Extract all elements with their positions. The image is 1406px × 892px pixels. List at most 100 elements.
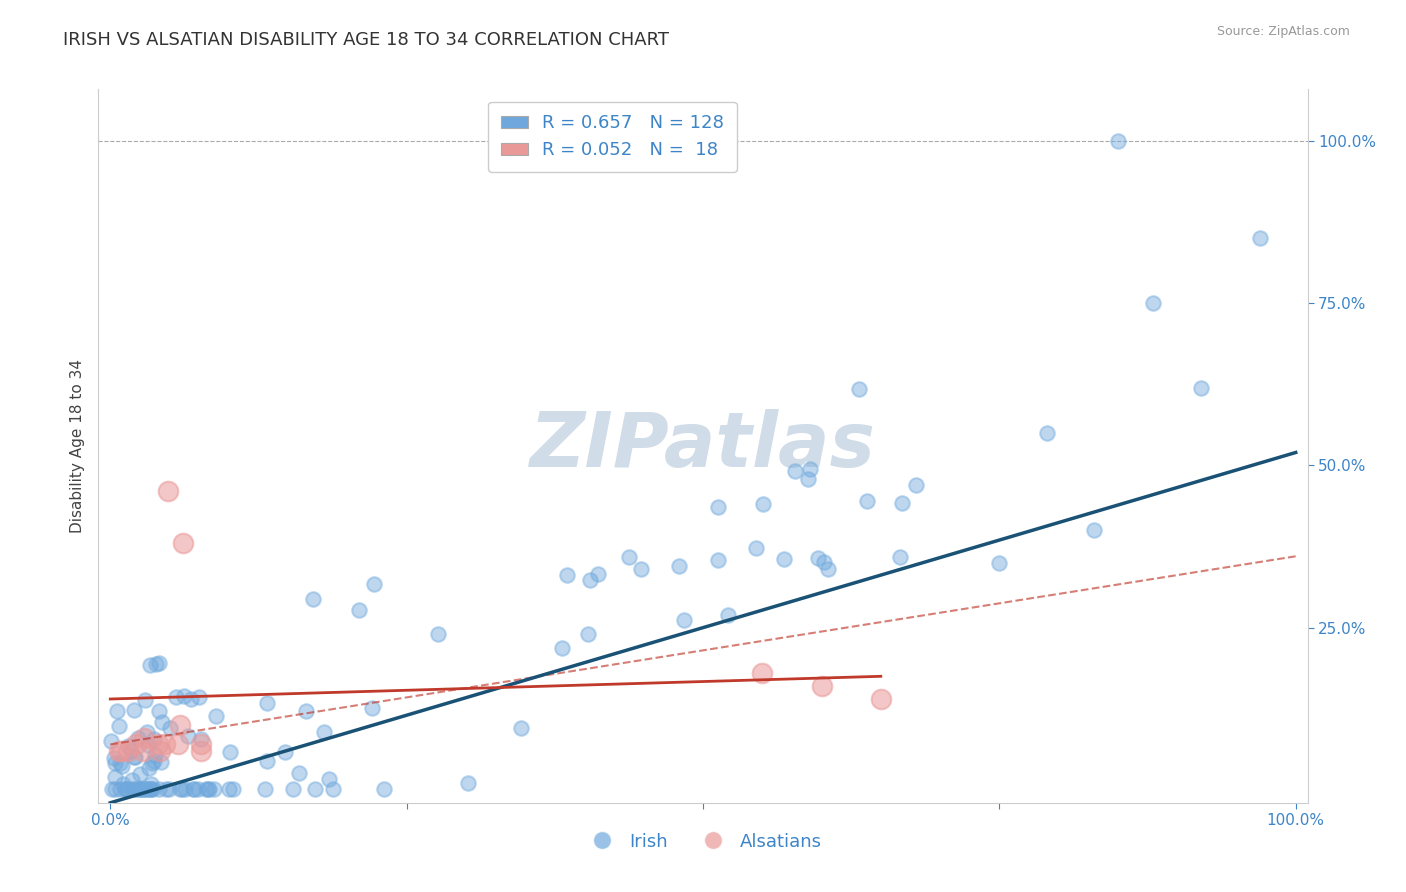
Point [111,759,134,773]
Point [256,754,278,768]
Point [304,782,326,797]
Point [128,782,150,797]
Point [131,744,153,758]
Point [274,745,297,759]
Point [112,777,135,791]
Point [181,782,204,797]
Point [848,383,870,397]
Point [169,718,191,732]
Point [141,756,163,770]
Point [148,782,170,797]
Point [117,744,139,758]
Point [173,689,195,703]
Point [905,478,928,492]
Point [988,556,1011,570]
Point [114,782,136,797]
Point [110,744,132,758]
Point [104,782,127,797]
Point [183,782,205,797]
Point [1083,524,1105,538]
Point [120,744,142,758]
Point [1107,134,1129,148]
Point [813,555,835,569]
Point [817,562,839,576]
Point [810,679,832,693]
Point [135,725,157,739]
Point [579,573,602,587]
Point [555,568,578,582]
Point [148,704,170,718]
Point [141,782,163,797]
Text: Source: ZipAtlas.com: Source: ZipAtlas.com [1216,25,1350,38]
Point [104,756,127,770]
Point [360,701,382,715]
Point [129,766,152,780]
Point [121,773,143,788]
Point [132,731,155,745]
Point [187,782,209,797]
Point [205,708,228,723]
Point [150,714,173,729]
Point [187,690,209,704]
Point [219,746,242,760]
Point [125,738,148,752]
Point [138,762,160,776]
Point [807,551,830,566]
Point [288,766,311,780]
Point [1249,231,1271,245]
Point [509,721,531,735]
Point [202,782,225,797]
Legend: Irish, Alsatians: Irish, Alsatians [576,826,830,858]
Point [142,731,165,746]
Point [551,640,574,655]
Point [785,464,807,478]
Point [190,732,212,747]
Point [127,731,149,745]
Point [668,559,690,574]
Point [1189,381,1212,395]
Point [104,770,127,784]
Text: IRISH VS ALSATIAN DISABILITY AGE 18 TO 34 CORRELATION CHART: IRISH VS ALSATIAN DISABILITY AGE 18 TO 3… [63,31,669,49]
Point [194,782,217,797]
Point [124,750,146,764]
Point [799,462,821,476]
Point [124,782,146,797]
Point [131,782,153,797]
Point [751,666,773,681]
Point [363,577,385,591]
Point [108,719,131,733]
Point [302,591,325,606]
Point [108,744,131,758]
Point [145,657,167,672]
Point [117,781,139,796]
Point [427,627,450,641]
Point [157,782,180,797]
Point [129,782,152,797]
Point [174,782,197,797]
Point [138,657,160,672]
Point [855,493,877,508]
Point [148,744,170,758]
Point [707,553,730,567]
Point [136,739,159,753]
Point [373,782,395,797]
Point [322,782,344,797]
Point [105,704,128,718]
Point [218,782,240,797]
Point [180,691,202,706]
Point [134,782,156,797]
Point [153,738,176,752]
Point [125,782,148,797]
Point [139,776,162,790]
Point [314,725,336,739]
Point [256,696,278,710]
Point [889,550,911,565]
Point [166,738,188,752]
Point [138,782,160,797]
Point [773,551,796,566]
Point [172,782,194,797]
Point [149,755,172,769]
Point [222,782,245,797]
Point [172,536,194,550]
Point [134,692,156,706]
